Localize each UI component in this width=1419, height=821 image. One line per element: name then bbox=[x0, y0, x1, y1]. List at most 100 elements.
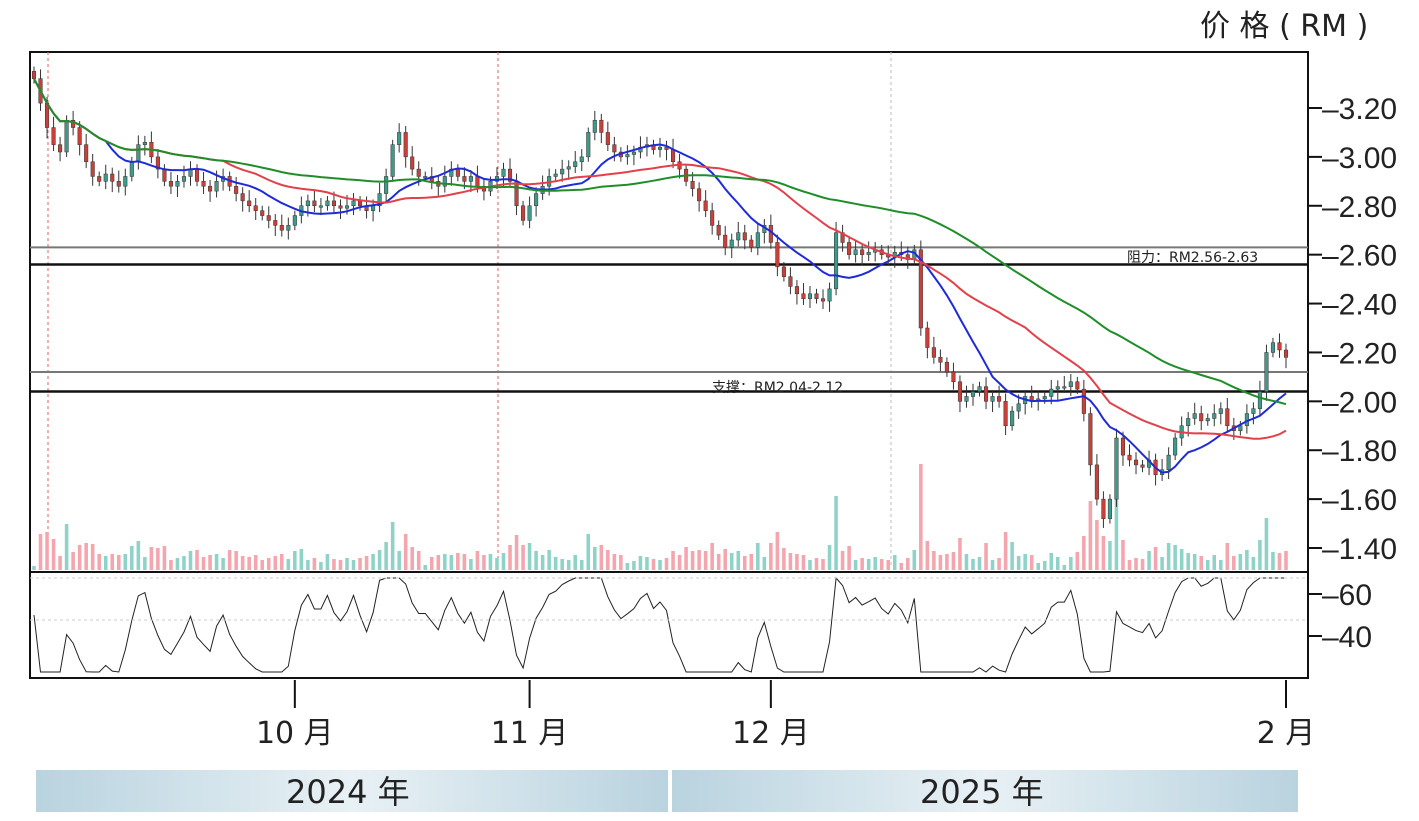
candle-body bbox=[155, 156, 160, 170]
volume-bar bbox=[384, 542, 388, 570]
volume-bar bbox=[612, 554, 617, 570]
candle-body bbox=[77, 127, 82, 145]
volume-bar bbox=[821, 559, 825, 570]
candle-body bbox=[416, 168, 421, 177]
volume-bar bbox=[364, 556, 369, 570]
volume-bar bbox=[847, 546, 851, 570]
candle-body bbox=[664, 146, 669, 150]
y-tick-label: –2.40 bbox=[1322, 289, 1397, 322]
volume-bar bbox=[1277, 553, 1282, 570]
volume-bar bbox=[371, 554, 375, 570]
candle-body bbox=[162, 168, 167, 182]
volume-bar bbox=[1049, 553, 1054, 570]
candle-body bbox=[397, 132, 402, 145]
candle-body bbox=[1186, 418, 1191, 427]
candle-body bbox=[605, 132, 610, 145]
volume-bar bbox=[971, 559, 975, 570]
volume-bar bbox=[697, 550, 701, 570]
volume-bar bbox=[429, 557, 434, 570]
candle-body bbox=[1218, 408, 1223, 414]
volume-bar bbox=[130, 546, 134, 570]
volume-bar bbox=[501, 553, 506, 570]
candle-body bbox=[990, 396, 995, 402]
volume-bar bbox=[573, 555, 578, 570]
volume-bar bbox=[840, 551, 845, 570]
volume-bar bbox=[756, 543, 760, 570]
volume-bar bbox=[84, 543, 88, 570]
candle-body bbox=[801, 293, 806, 299]
volume-bar bbox=[416, 551, 421, 570]
volume-bar bbox=[436, 555, 441, 570]
candle-body bbox=[1062, 386, 1067, 389]
volume-bar bbox=[469, 559, 473, 570]
candle-body bbox=[781, 266, 786, 277]
volume-bar bbox=[1205, 560, 1210, 570]
candle-body bbox=[168, 181, 173, 187]
volume-bar bbox=[736, 551, 741, 570]
volume-bar bbox=[945, 554, 949, 570]
volume-bar bbox=[299, 549, 304, 570]
candle-body bbox=[918, 249, 923, 329]
volume-bar bbox=[32, 566, 36, 570]
candle-body bbox=[690, 181, 695, 189]
y-tick-label: –2.60 bbox=[1322, 240, 1397, 273]
volume-bar bbox=[521, 545, 525, 570]
volume-bar bbox=[664, 558, 669, 570]
volume-bar bbox=[899, 563, 904, 570]
candle-body bbox=[1140, 464, 1145, 468]
year-label-2025: 2025 年 bbox=[920, 773, 1044, 811]
candle-body bbox=[716, 225, 721, 236]
candle-body bbox=[247, 200, 252, 207]
candle-body bbox=[116, 181, 121, 187]
volume-bar bbox=[547, 550, 551, 570]
volume-bar bbox=[403, 534, 408, 570]
volume-bar bbox=[188, 551, 193, 570]
volume-bar bbox=[651, 559, 656, 570]
y-tick-label: –2.80 bbox=[1322, 191, 1397, 224]
candle-body bbox=[742, 232, 747, 241]
candle-body bbox=[142, 141, 147, 145]
candle-body bbox=[377, 193, 382, 207]
volume-bar bbox=[599, 545, 604, 570]
candle-body bbox=[331, 200, 336, 207]
candle-body bbox=[1114, 437, 1119, 500]
candle-body bbox=[1055, 386, 1060, 390]
volume-bar bbox=[214, 554, 219, 570]
candle-body bbox=[462, 176, 467, 182]
candle-body bbox=[866, 251, 871, 255]
candle-body bbox=[703, 200, 708, 211]
candle-body bbox=[266, 215, 271, 221]
event-lines bbox=[47, 52, 499, 566]
candle-body bbox=[253, 205, 258, 211]
volume-bar bbox=[632, 561, 636, 570]
candle-body bbox=[1251, 408, 1256, 414]
volume-bar bbox=[579, 560, 584, 570]
candle-body bbox=[820, 298, 826, 302]
candle-body bbox=[1173, 437, 1178, 456]
volume-bar bbox=[677, 555, 682, 570]
volume-bar bbox=[977, 557, 982, 570]
volume-bar bbox=[358, 558, 362, 570]
candle-body bbox=[501, 168, 506, 177]
volume-bar bbox=[997, 558, 1001, 570]
volume-bar bbox=[1055, 557, 1060, 570]
candle-body bbox=[51, 127, 56, 145]
ma-red-line bbox=[33, 78, 1287, 440]
rsi-panel bbox=[33, 576, 1286, 673]
volume-bar bbox=[1108, 541, 1112, 570]
candle-body bbox=[338, 205, 343, 209]
volume-bar bbox=[710, 543, 714, 570]
volume-bar bbox=[1121, 540, 1125, 570]
candle-body bbox=[964, 396, 969, 402]
volume-bar bbox=[64, 524, 69, 570]
volume-bar bbox=[853, 560, 858, 570]
volume-bar bbox=[1225, 543, 1230, 570]
volume-bar bbox=[619, 555, 623, 570]
candle-body bbox=[794, 286, 799, 295]
volume-bar bbox=[723, 549, 727, 570]
volume-bar bbox=[475, 551, 480, 570]
rsi-line bbox=[33, 576, 1286, 673]
candle-body bbox=[110, 173, 115, 182]
candle-body bbox=[84, 144, 89, 163]
volume-bar bbox=[221, 558, 225, 570]
